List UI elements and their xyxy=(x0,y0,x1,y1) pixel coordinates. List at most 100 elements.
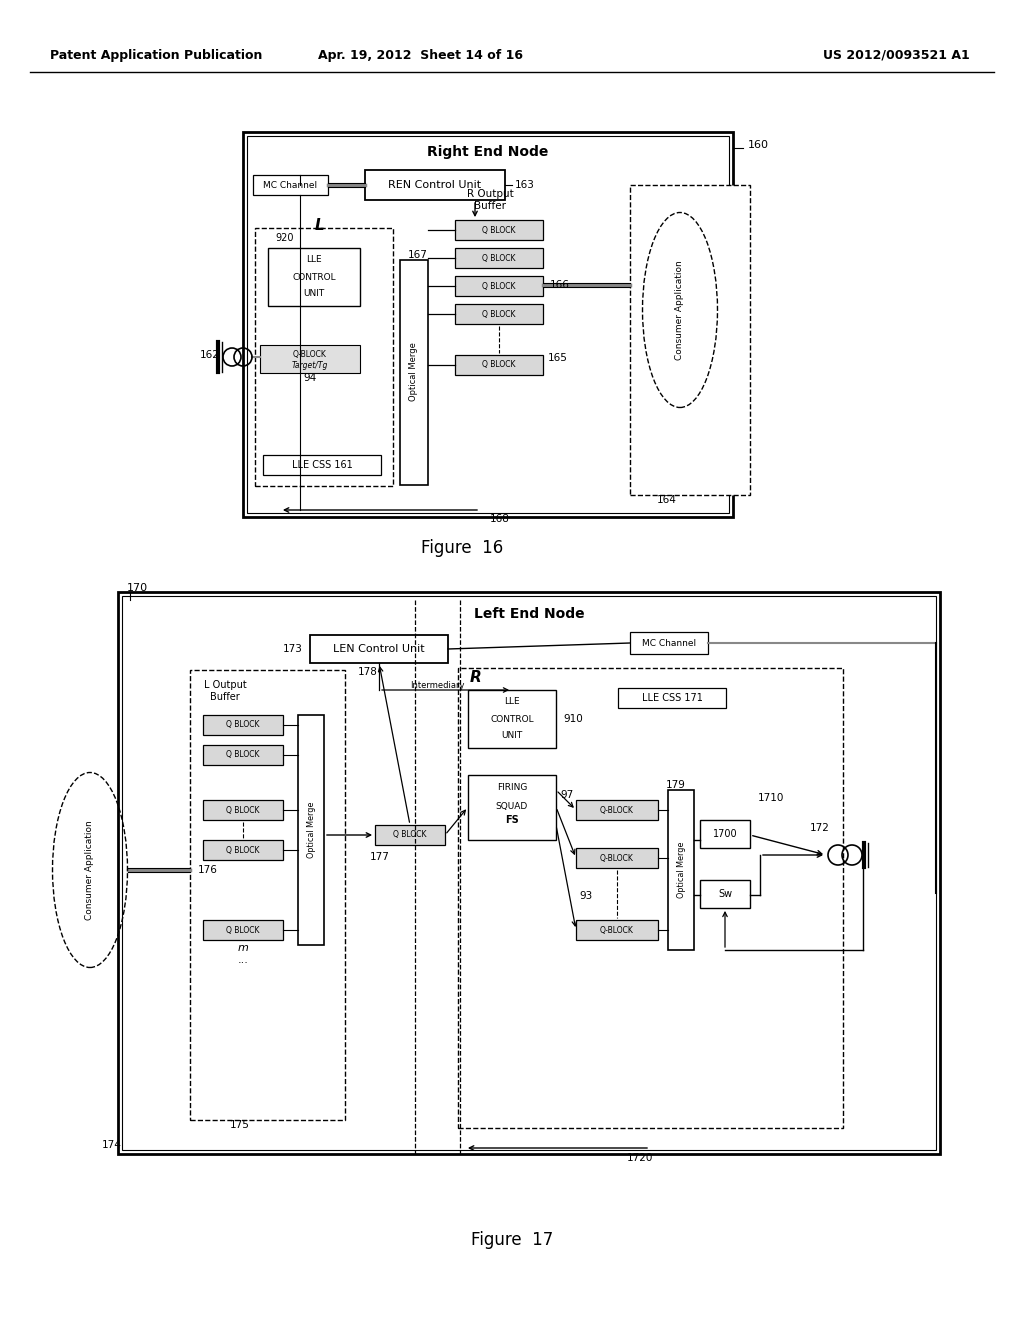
Bar xyxy=(375,825,445,845)
Text: Figure  16: Figure 16 xyxy=(421,539,503,557)
Text: 168: 168 xyxy=(490,513,510,524)
Text: FIRING: FIRING xyxy=(497,783,527,792)
Text: LLE CSS 161: LLE CSS 161 xyxy=(292,459,352,470)
Text: 174: 174 xyxy=(102,1140,122,1150)
Text: 160: 160 xyxy=(748,140,769,150)
Bar xyxy=(203,800,283,820)
Text: Optical Merge: Optical Merge xyxy=(306,801,315,858)
Bar xyxy=(630,632,708,653)
Bar xyxy=(400,260,428,484)
Text: Consumer Application: Consumer Application xyxy=(85,820,94,920)
Text: Q-BLOCK: Q-BLOCK xyxy=(293,350,327,359)
Text: LLE: LLE xyxy=(306,256,322,264)
Text: MC Channel: MC Channel xyxy=(263,181,317,190)
Text: Q BLOCK: Q BLOCK xyxy=(482,253,516,263)
Bar xyxy=(203,744,283,766)
Text: LLE: LLE xyxy=(504,697,520,706)
Text: Q BLOCK: Q BLOCK xyxy=(482,226,516,235)
Bar xyxy=(458,668,843,1129)
Text: 164: 164 xyxy=(657,495,677,506)
Text: 162: 162 xyxy=(200,350,220,360)
Text: Q BLOCK: Q BLOCK xyxy=(393,830,427,840)
Bar xyxy=(268,248,360,306)
Text: Q-BLOCK: Q-BLOCK xyxy=(600,854,634,862)
Bar xyxy=(700,880,750,908)
Text: Q-BLOCK: Q-BLOCK xyxy=(600,925,634,935)
Text: Optical Merge: Optical Merge xyxy=(410,343,419,401)
Text: L: L xyxy=(315,218,325,232)
Text: 172: 172 xyxy=(810,822,829,833)
Bar xyxy=(618,688,726,708)
Bar xyxy=(455,355,543,375)
Bar xyxy=(468,690,556,748)
Text: 175: 175 xyxy=(230,1119,250,1130)
Text: 1700: 1700 xyxy=(713,829,737,840)
Text: SQUAD: SQUAD xyxy=(496,803,528,812)
Text: US 2012/0093521 A1: US 2012/0093521 A1 xyxy=(823,49,970,62)
Text: Consumer Application: Consumer Application xyxy=(676,260,684,360)
Text: 178: 178 xyxy=(358,667,378,677)
Text: Left End Node: Left End Node xyxy=(474,607,585,620)
Text: Q BLOCK: Q BLOCK xyxy=(226,925,260,935)
Text: ...: ... xyxy=(238,954,249,965)
Text: Q BLOCK: Q BLOCK xyxy=(226,721,260,730)
Text: CONTROL: CONTROL xyxy=(292,272,336,281)
Text: Q BLOCK: Q BLOCK xyxy=(226,751,260,759)
Text: Q BLOCK: Q BLOCK xyxy=(482,309,516,318)
Bar xyxy=(455,248,543,268)
Text: R Output
Buffer: R Output Buffer xyxy=(467,189,513,211)
Text: CONTROL: CONTROL xyxy=(490,714,534,723)
Text: 920: 920 xyxy=(275,234,294,243)
Bar xyxy=(630,185,750,495)
Bar xyxy=(260,345,360,374)
Bar xyxy=(575,800,658,820)
Bar xyxy=(668,789,694,950)
Text: LLE CSS 171: LLE CSS 171 xyxy=(642,693,702,704)
Text: Figure  17: Figure 17 xyxy=(471,1232,553,1249)
Text: 1710: 1710 xyxy=(758,793,784,803)
Text: Target/Tg: Target/Tg xyxy=(292,360,328,370)
Text: 94: 94 xyxy=(303,374,316,383)
Text: 163: 163 xyxy=(515,180,535,190)
Text: 173: 173 xyxy=(283,644,303,653)
Text: Q BLOCK: Q BLOCK xyxy=(226,846,260,854)
Bar xyxy=(575,920,658,940)
Text: Sw: Sw xyxy=(718,888,732,899)
Bar xyxy=(455,304,543,323)
Bar xyxy=(455,276,543,296)
Bar xyxy=(203,715,283,735)
Text: 165: 165 xyxy=(548,352,568,363)
Text: FS: FS xyxy=(505,814,519,825)
Text: Right End Node: Right End Node xyxy=(427,145,549,158)
Text: 97: 97 xyxy=(560,789,573,800)
Text: REN Control Unit: REN Control Unit xyxy=(388,180,481,190)
Bar xyxy=(243,132,733,517)
Bar xyxy=(575,847,658,869)
Bar xyxy=(118,591,940,1154)
Bar xyxy=(263,455,381,475)
Text: Optical Merge: Optical Merge xyxy=(677,842,685,898)
Bar xyxy=(468,775,556,840)
Text: 1720: 1720 xyxy=(627,1152,653,1163)
Bar xyxy=(122,597,936,1150)
Bar xyxy=(365,170,505,201)
Text: Q BLOCK: Q BLOCK xyxy=(482,281,516,290)
Bar xyxy=(455,220,543,240)
Bar xyxy=(298,715,324,945)
Bar xyxy=(253,176,328,195)
Text: 177: 177 xyxy=(370,851,390,862)
Bar xyxy=(190,671,345,1119)
Text: MC Channel: MC Channel xyxy=(642,639,696,648)
Text: 179: 179 xyxy=(666,780,686,789)
Bar xyxy=(203,840,283,861)
Text: R: R xyxy=(470,669,482,685)
Text: m: m xyxy=(238,942,249,953)
Text: Buffer: Buffer xyxy=(210,692,240,702)
Text: Q-BLOCK: Q-BLOCK xyxy=(600,805,634,814)
Text: LEN Control Unit: LEN Control Unit xyxy=(333,644,425,653)
Text: 93: 93 xyxy=(580,891,593,902)
Bar xyxy=(700,820,750,847)
Bar xyxy=(203,920,283,940)
Text: 166: 166 xyxy=(550,280,570,290)
Text: Apr. 19, 2012  Sheet 14 of 16: Apr. 19, 2012 Sheet 14 of 16 xyxy=(317,49,522,62)
